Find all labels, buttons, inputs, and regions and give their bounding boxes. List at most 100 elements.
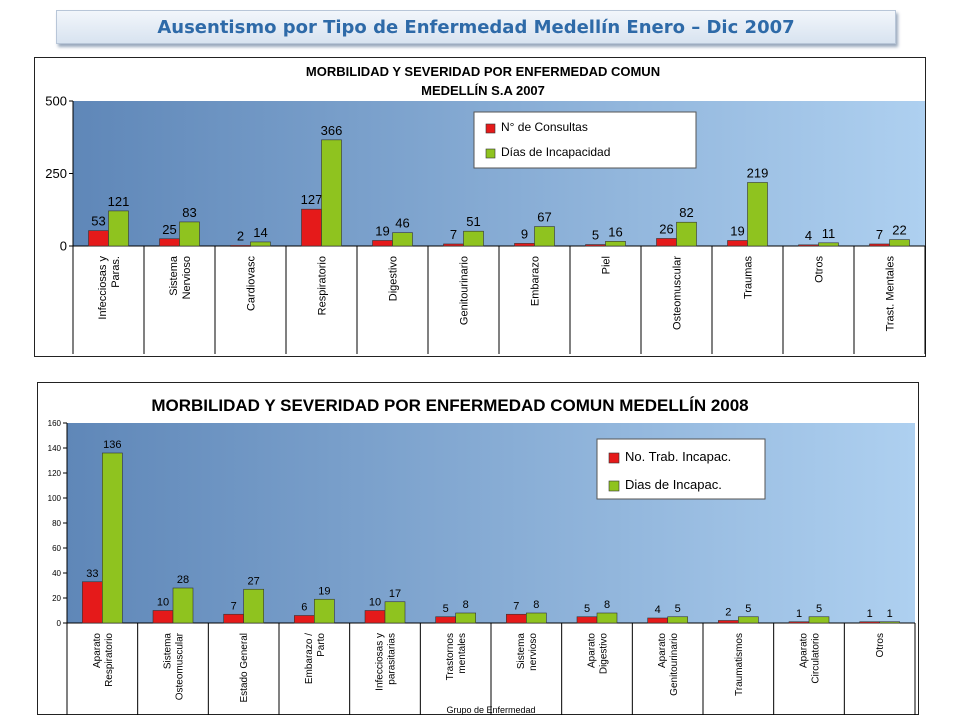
bar-green: [534, 226, 555, 247]
bar-green: [179, 221, 200, 247]
bar-green: [392, 232, 413, 247]
bar-green: [747, 182, 768, 247]
data-label: 8: [604, 599, 610, 611]
bar-green: [455, 612, 476, 624]
data-label: 5: [745, 603, 751, 615]
bar-red: [788, 621, 810, 624]
category-label: Respiratorio: [316, 256, 328, 315]
data-label: 219: [747, 165, 769, 180]
category-label: Sistema: [163, 633, 174, 670]
chart-2007-frame: MORBILIDAD Y SEVERIDAD POR ENFERMEDAD CO…: [34, 57, 926, 357]
data-label: 2: [237, 228, 244, 243]
bar-green: [818, 242, 839, 247]
data-label: 22: [892, 223, 906, 238]
data-label: 5: [443, 603, 449, 615]
x-axis-title: Grupo de Enfermedad: [446, 705, 535, 715]
category-label: Estado General: [239, 633, 250, 703]
data-label: 5: [675, 603, 681, 615]
data-label: 8: [463, 599, 469, 611]
data-label: 1: [796, 608, 802, 620]
y-tick-label: 0: [60, 239, 67, 254]
data-label: 7: [513, 600, 519, 612]
category-label: Infecciosas y: [375, 633, 386, 691]
data-label: 10: [369, 597, 381, 609]
y-tick-label: 20: [52, 594, 61, 603]
bar-red: [576, 616, 598, 624]
legend-box: [473, 111, 697, 169]
bar-red: [159, 238, 180, 247]
category-label: Traumatismos: [734, 633, 745, 696]
bar-red: [506, 613, 527, 624]
category-label: Paras.: [110, 256, 122, 288]
bar-green: [102, 452, 123, 624]
bar-green: [667, 616, 688, 624]
data-label: 51: [466, 214, 480, 229]
y-tick-label: 40: [52, 569, 61, 578]
bar-green: [108, 210, 129, 247]
category-label: Sistema: [516, 633, 527, 670]
category-label: Genitourinario: [458, 256, 470, 325]
category-label: Parto: [316, 633, 327, 657]
bar-red: [152, 610, 174, 624]
data-label: 19: [318, 585, 330, 597]
bar-green: [526, 612, 547, 624]
data-label: 1: [887, 608, 893, 620]
bar-red: [656, 238, 677, 247]
data-label: 1: [867, 608, 873, 620]
category-label: Aparato: [799, 633, 810, 668]
category-label: Infecciosas y: [97, 256, 109, 320]
bar-red: [869, 243, 890, 247]
data-label: 67: [537, 210, 551, 225]
bar-red: [647, 617, 668, 624]
bar-green: [250, 241, 271, 247]
bar-green: [172, 587, 194, 624]
y-tick-label: 120: [48, 469, 62, 478]
category-label: Genitourinario: [669, 633, 680, 696]
category-label: Osteomuscular: [671, 256, 683, 330]
y-tick-label: 60: [52, 544, 61, 553]
bar-green: [596, 612, 618, 624]
data-label: 9: [521, 226, 528, 241]
data-label: 7: [876, 227, 883, 242]
y-tick-label: 500: [45, 94, 67, 109]
category-label: Trastornos: [445, 633, 456, 680]
category-label: Aparato: [657, 633, 668, 668]
bar-red: [88, 230, 109, 247]
category-label: Cardiovasc: [245, 256, 257, 312]
data-label: 26: [659, 221, 673, 236]
bar-red: [718, 620, 739, 624]
legend-label: Dias de Incapac.: [625, 477, 722, 492]
data-label: 53: [91, 214, 105, 229]
category-label: parasitarias: [387, 633, 398, 685]
category-label: Sistema: [168, 255, 180, 296]
category-label: Embarazo: [529, 256, 541, 306]
bar-red: [372, 240, 393, 247]
bar-green: [676, 221, 697, 247]
y-tick-label: 250: [45, 166, 67, 181]
bar-red: [294, 615, 315, 624]
bar-red: [514, 243, 535, 247]
data-label: 7: [450, 227, 457, 242]
bar-green: [889, 239, 910, 247]
legend-box: [596, 438, 766, 500]
bar-red: [223, 613, 244, 624]
chart-2008-frame: MORBILIDAD Y SEVERIDAD POR ENFERMEDAD CO…: [37, 382, 919, 715]
bar-green: [463, 230, 484, 247]
bar-red: [435, 616, 456, 624]
data-label: 17: [389, 588, 401, 600]
data-label: 4: [655, 604, 661, 616]
chart-title: MEDELLÍN S.A 2007: [421, 83, 545, 98]
category-label: nervioso: [528, 633, 539, 671]
category-label: Aparato: [587, 633, 598, 668]
bar-green: [879, 621, 900, 624]
bar-red: [82, 581, 103, 624]
data-label: 136: [103, 439, 121, 451]
data-label: 27: [248, 575, 260, 587]
data-label: 83: [182, 205, 196, 220]
data-label: 33: [86, 568, 98, 580]
legend-label: Días de Incapacidad: [501, 145, 610, 159]
bar-green: [314, 598, 335, 624]
bar-green: [605, 241, 626, 247]
data-label: 11: [822, 226, 836, 241]
category-label: Embarazo /: [304, 633, 315, 684]
